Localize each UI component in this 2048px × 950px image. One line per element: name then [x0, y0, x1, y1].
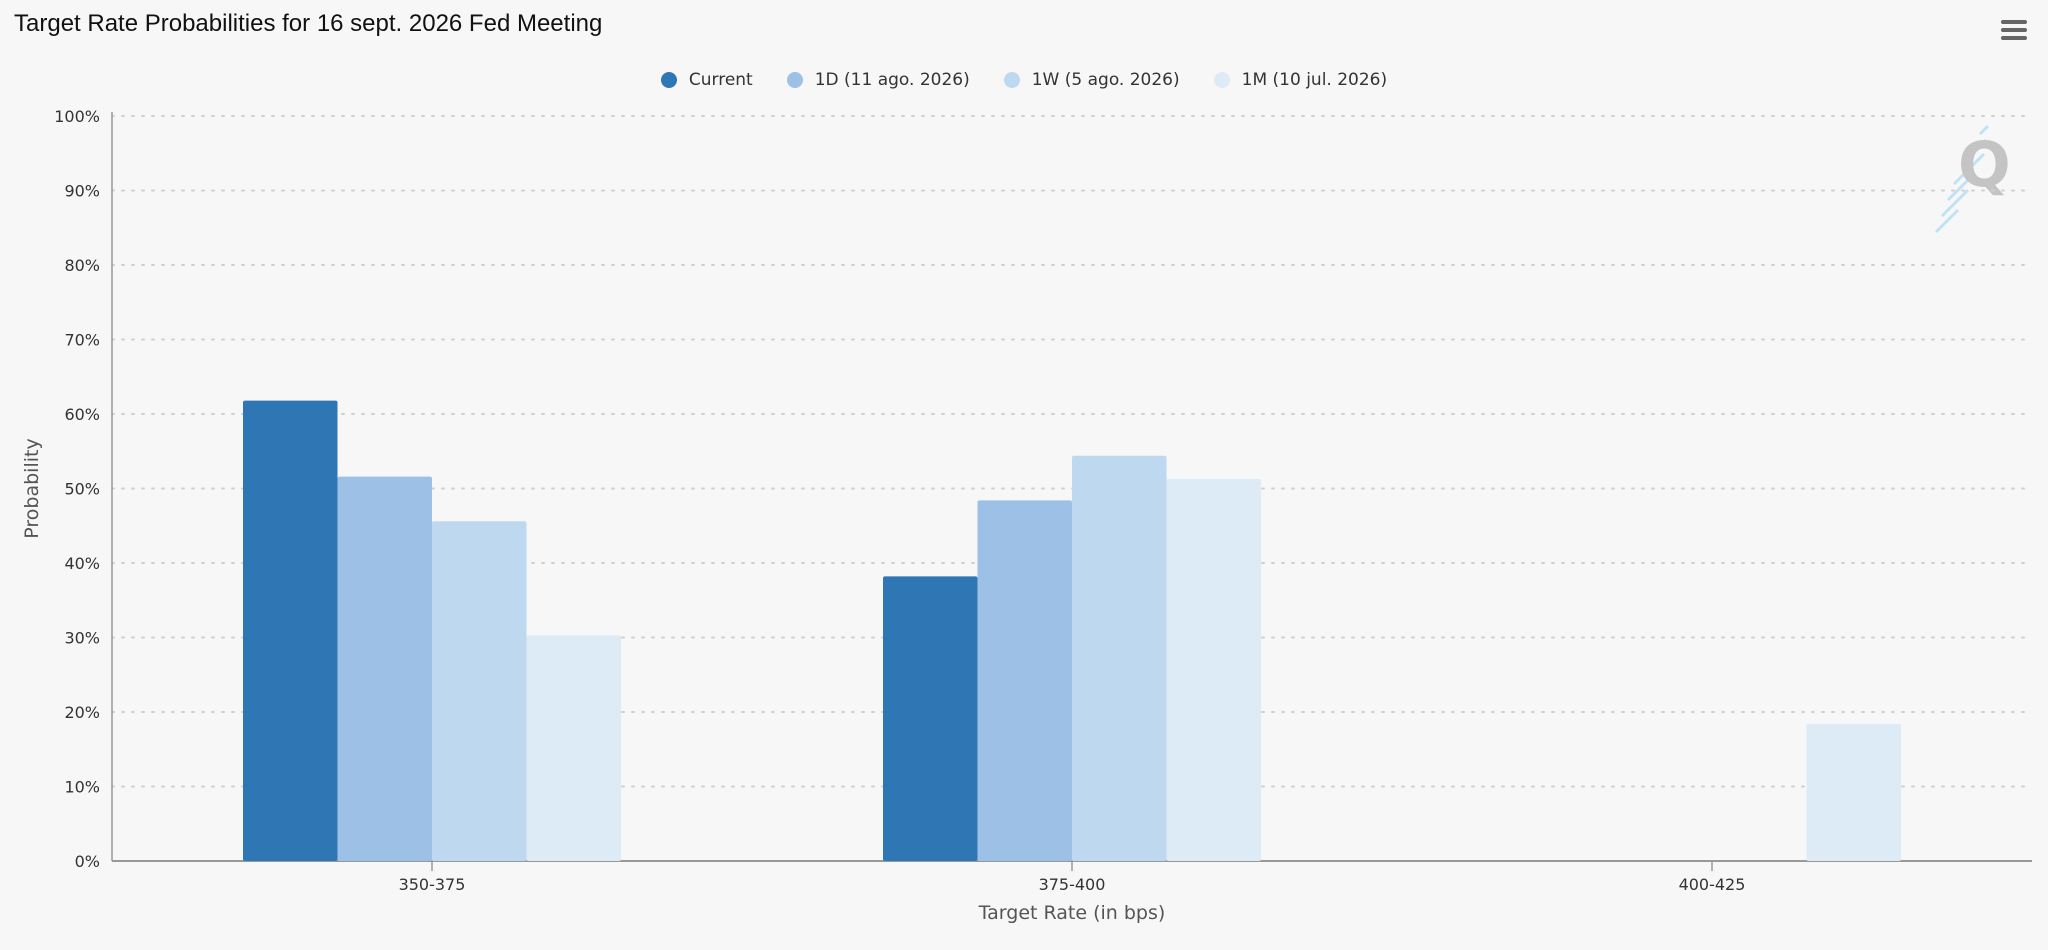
hamburger-menu-icon[interactable]: [2000, 16, 2028, 44]
y-tick-label: 100%: [54, 107, 100, 126]
y-tick-label: 50%: [64, 480, 100, 499]
legend-label: Current: [688, 70, 753, 90]
x-tick-label: 350-375: [399, 875, 466, 894]
y-tick-label: 90%: [64, 182, 100, 201]
y-tick-label: 0%: [75, 852, 100, 871]
legend-label: 1W (5 ago. 2026): [1031, 70, 1180, 90]
quikstrike-logo-icon: Q: [1934, 124, 2010, 234]
bar: [337, 476, 432, 861]
y-tick-label: 70%: [64, 331, 100, 350]
y-tick-label: 40%: [64, 554, 100, 573]
legend-marker-icon: [1213, 72, 1230, 88]
x-tick-label: 400-425: [1679, 875, 1746, 894]
bar: [1166, 478, 1261, 861]
chart-legend: Current 1D (11 ago. 2026) 1W (5 ago. 2026)…: [0, 70, 2048, 90]
y-tick-label: 80%: [64, 256, 100, 275]
bar: [526, 635, 621, 861]
legend-marker-icon: [1003, 72, 1020, 88]
legend-marker-icon: [660, 72, 677, 88]
legend-marker-icon: [786, 72, 803, 88]
y-tick-label: 60%: [64, 405, 100, 424]
legend-label: 1M (10 jul. 2026): [1241, 70, 1388, 90]
legend-item[interactable]: Current: [660, 70, 753, 90]
legend-item[interactable]: 1W (5 ago. 2026): [1003, 70, 1180, 90]
y-axis-title: Probability: [21, 438, 43, 538]
y-tick-label: 10%: [64, 778, 100, 797]
legend-label: 1D (11 ago. 2026): [814, 70, 970, 90]
bar: [432, 521, 527, 861]
legend-item[interactable]: 1D (11 ago. 2026): [786, 70, 970, 90]
svg-text:Q: Q: [1958, 128, 2010, 201]
y-tick-label: 30%: [64, 629, 100, 648]
y-tick-label: 20%: [64, 703, 100, 722]
legend-item[interactable]: 1M (10 jul. 2026): [1213, 70, 1388, 90]
bar: [977, 500, 1072, 861]
bar: [883, 576, 978, 861]
bar: [243, 400, 338, 861]
x-axis-title: Target Rate (in bps): [978, 902, 1166, 924]
chart-title: Target Rate Probabilities for 16 sept. 2…: [14, 10, 603, 37]
bar: [1806, 723, 1901, 861]
x-tick-label: 375-400: [1039, 875, 1106, 894]
bar: [1072, 455, 1167, 861]
